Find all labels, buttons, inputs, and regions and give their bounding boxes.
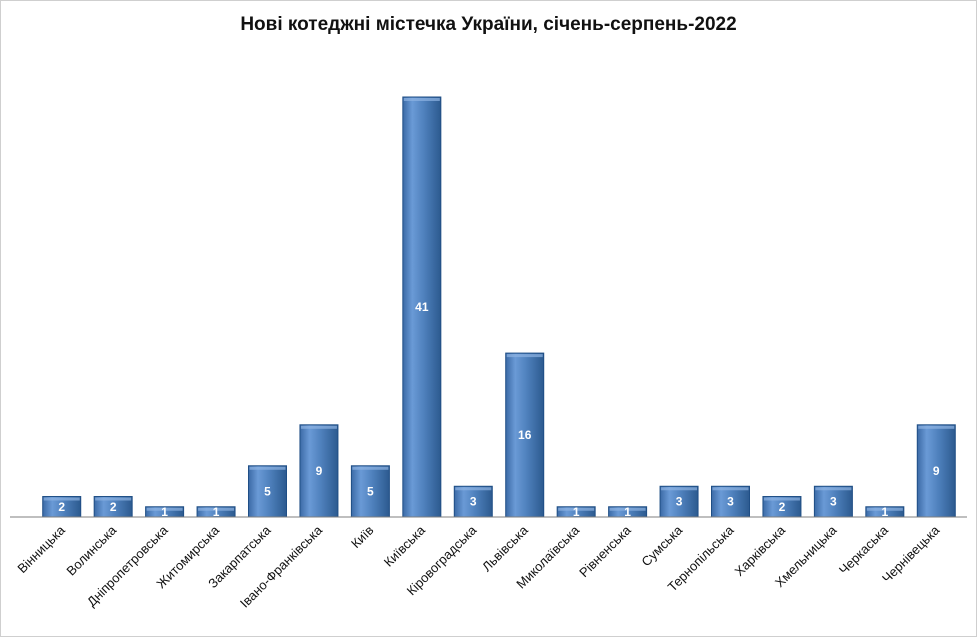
bar-highlight-18 [918, 425, 955, 429]
tick-labels-group: ВінницькаВолинськаДніпропетровськаЖитоми… [14, 522, 943, 611]
data-label-12: 1 [624, 505, 631, 519]
data-label-5: 5 [264, 484, 271, 498]
bar-highlight-14 [712, 487, 749, 491]
x-tick-label-7: Київ [348, 522, 377, 551]
bar-highlight-11 [558, 507, 595, 511]
bar-highlight-9 [455, 487, 492, 491]
bar-highlight-13 [661, 487, 698, 491]
bar-highlight-4 [198, 507, 235, 511]
x-tick-label-10: Львівська [479, 522, 531, 574]
bar-highlight-7 [352, 466, 389, 470]
x-tick-label-17: Черкаська [836, 522, 892, 578]
data-label-8: 41 [415, 300, 429, 314]
data-label-3: 1 [161, 505, 168, 519]
data-label-16: 3 [830, 495, 837, 509]
data-label-4: 1 [213, 505, 220, 519]
data-label-6: 9 [316, 464, 323, 478]
bar-highlight-3 [146, 507, 183, 511]
bar-14 [711, 485, 750, 518]
x-tick-label-13: Сумська [638, 522, 685, 569]
data-label-2: 2 [110, 500, 117, 514]
chart-title: Нові котеджні містечка України, січень-с… [240, 14, 737, 35]
bar-highlight-16 [815, 487, 852, 491]
bar-18 [916, 424, 956, 518]
bar-highlight-15 [763, 497, 800, 501]
data-label-13: 3 [676, 495, 683, 509]
x-tick-label-1: Вінницька [14, 522, 68, 576]
bar-highlight-12 [609, 507, 646, 511]
bar-6 [299, 424, 339, 518]
x-tick-label-12: Рівненська [576, 522, 634, 580]
x-tick-label-8: Київська [381, 522, 429, 570]
bar-highlight-17 [866, 507, 903, 511]
bar-highlight-8 [403, 98, 440, 101]
bar-10 [505, 352, 545, 518]
bars-group: 2 2 1 1 5 9 5 41 3 16 1 1 3 3 2 3 1 9 [42, 96, 956, 519]
data-label-9: 3 [470, 495, 477, 509]
data-label-18: 9 [933, 464, 940, 478]
data-label-1: 2 [58, 500, 65, 514]
bar-highlight-2 [95, 497, 132, 501]
data-label-15: 2 [779, 500, 786, 514]
data-label-14: 3 [727, 495, 734, 509]
data-label-10: 16 [518, 428, 532, 442]
bar-highlight-10 [506, 354, 543, 358]
data-label-11: 1 [573, 505, 580, 519]
data-label-7: 5 [367, 484, 374, 498]
bar-highlight-1 [43, 497, 80, 501]
bar-highlight-6 [300, 425, 337, 429]
data-label-17: 1 [881, 505, 888, 519]
bar-highlight-5 [249, 466, 286, 470]
bar-8 [402, 96, 442, 518]
